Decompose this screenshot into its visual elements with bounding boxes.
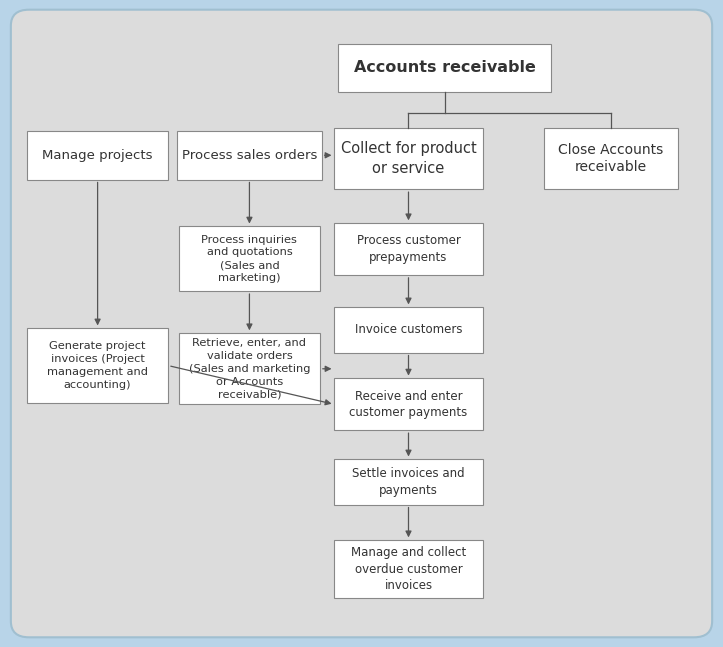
Text: Manage and collect
overdue customer
invoices: Manage and collect overdue customer invo…	[351, 546, 466, 593]
FancyBboxPatch shape	[27, 131, 168, 179]
FancyBboxPatch shape	[334, 378, 483, 430]
Text: Process customer
prepayments: Process customer prepayments	[356, 234, 461, 264]
Text: Process inquiries
and quotations
(Sales and
marketing): Process inquiries and quotations (Sales …	[202, 235, 297, 283]
Text: Accounts receivable: Accounts receivable	[354, 60, 536, 76]
FancyBboxPatch shape	[334, 223, 483, 275]
FancyBboxPatch shape	[544, 128, 678, 189]
Text: Receive and enter
customer payments: Receive and enter customer payments	[349, 389, 468, 419]
FancyBboxPatch shape	[179, 226, 320, 291]
Text: Retrieve, enter, and
validate orders
(Sales and marketing
or Accounts
receivable: Retrieve, enter, and validate orders (Sa…	[189, 338, 310, 399]
Text: Invoice customers: Invoice customers	[355, 324, 462, 336]
Text: Collect for product
or service: Collect for product or service	[341, 142, 476, 175]
FancyBboxPatch shape	[179, 333, 320, 404]
Text: Process sales orders: Process sales orders	[181, 149, 317, 162]
Text: Close Accounts
receivable: Close Accounts receivable	[558, 142, 664, 175]
FancyBboxPatch shape	[334, 540, 483, 598]
FancyBboxPatch shape	[338, 44, 552, 92]
Text: Settle invoices and
payments: Settle invoices and payments	[352, 467, 465, 497]
FancyBboxPatch shape	[11, 10, 712, 637]
FancyBboxPatch shape	[177, 131, 322, 179]
FancyBboxPatch shape	[334, 459, 483, 505]
FancyBboxPatch shape	[334, 128, 483, 189]
Text: Generate project
invoices (Project
management and
accounting): Generate project invoices (Project manag…	[47, 342, 148, 389]
FancyBboxPatch shape	[334, 307, 483, 353]
Text: Manage projects: Manage projects	[43, 149, 153, 162]
FancyBboxPatch shape	[27, 329, 168, 402]
